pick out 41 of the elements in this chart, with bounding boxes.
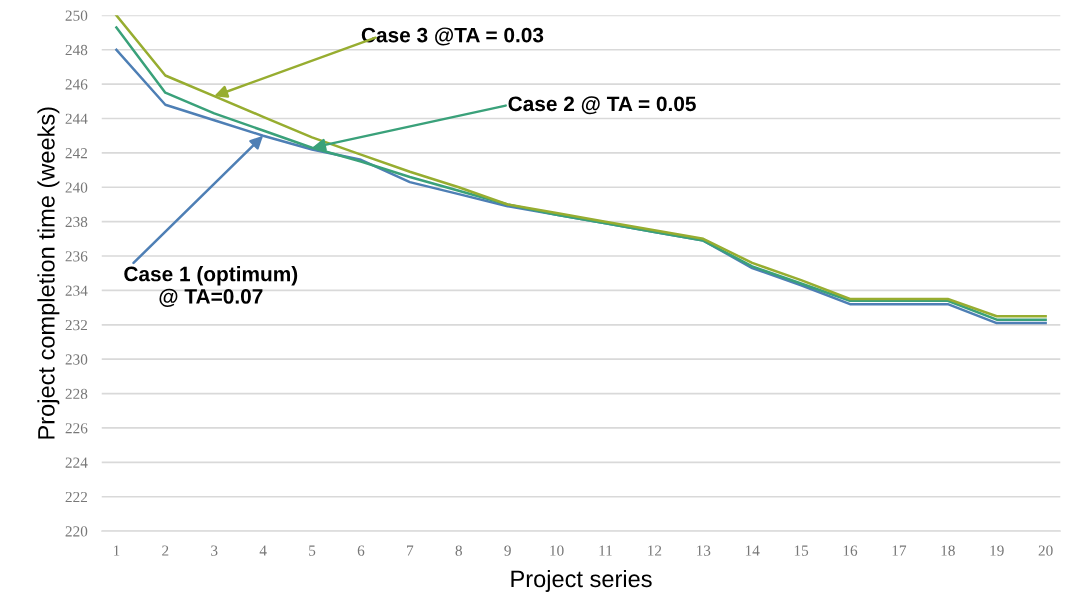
x-tick-label: 13 [696, 545, 711, 556]
annotation: Case 2 @ TA = 0.05 [508, 96, 696, 115]
annotation: Case 3 @TA = 0.03 [361, 27, 544, 46]
x-tick-label: 12 [648, 545, 662, 556]
x-tick-label: 6 [357, 545, 365, 556]
y-tick-label: 224 [65, 457, 88, 468]
annotation: Case 1 (optimum) @ TA=0.07 [124, 266, 298, 307]
y-tick-label: 244 [65, 113, 88, 124]
x-tick-label: 18 [941, 545, 955, 556]
x-tick-label: 14 [745, 545, 760, 556]
y-tick-label: 234 [65, 285, 88, 296]
y-tick-label: 238 [65, 216, 88, 228]
x-tick-label: 11 [599, 545, 612, 556]
y-tick-label: 236 [65, 251, 88, 262]
x-axis-title: Project series [511, 569, 652, 592]
x-tick-label: 16 [843, 545, 858, 556]
x-tick-label: 9 [504, 545, 511, 556]
y-axis-title: Project completion time (weeks) [37, 107, 60, 439]
x-tick-label: 8 [455, 545, 462, 556]
x-tick-label: 4 [259, 545, 267, 556]
y-tick-label: 232 [65, 319, 88, 331]
y-tick-label: 242 [65, 148, 88, 159]
x-tick-label: 2 [162, 545, 169, 556]
y-tick-label: 228 [65, 388, 88, 400]
y-tick-label: 220 [65, 526, 88, 537]
y-tick-label: 226 [65, 423, 88, 434]
y-tick-label: 246 [65, 79, 88, 90]
y-tick-label: 248 [65, 44, 88, 56]
x-tick-label: 7 [407, 545, 414, 556]
x-tick-label: 15 [794, 545, 809, 556]
y-tick-label: 222 [65, 491, 88, 503]
y-tick-label: 230 [65, 354, 88, 365]
x-tick-label: 3 [211, 545, 218, 556]
x-tick-label: 20 [1038, 545, 1053, 556]
x-tick-label: 17 [892, 545, 907, 556]
y-tick-label: 240 [65, 182, 88, 193]
x-tick-label: 1 [113, 545, 120, 556]
x-tick-label: 19 [990, 545, 1004, 556]
x-tick-label: 5 [309, 545, 316, 556]
x-tick-label: 10 [550, 545, 564, 556]
y-tick-label: 250 [65, 10, 88, 21]
